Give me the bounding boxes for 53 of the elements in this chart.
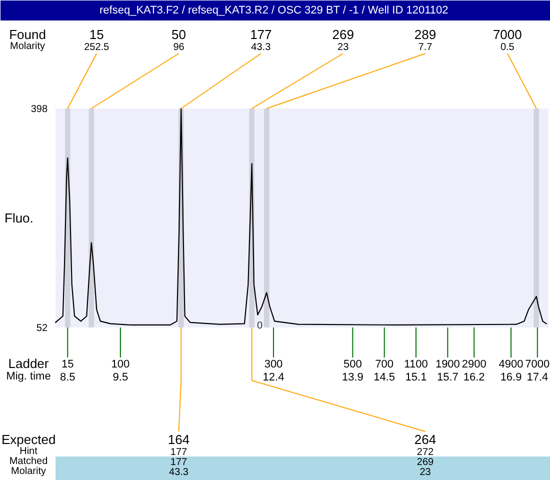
text: 269 — [416, 457, 434, 468]
y-tick-label: 398 — [30, 104, 48, 115]
annotation: 289 — [414, 27, 436, 42]
text: Expected — [2, 432, 56, 447]
annotation: 177 — [250, 27, 272, 42]
text: Found — [9, 27, 46, 42]
x-tick-label: 15.1 — [405, 372, 427, 384]
annotation: 50 — [172, 27, 186, 42]
annotation: 1100 — [404, 358, 428, 370]
x-tick-label: 17.4 — [526, 372, 548, 384]
x-tick-label: 13.9 — [342, 372, 364, 384]
x-tick-label: 8.5 — [60, 372, 76, 384]
annotation: 0.5 — [500, 42, 515, 53]
x-axis-title: Mig. time — [6, 370, 51, 382]
annotation: 164 — [168, 432, 190, 447]
text: Molarity — [11, 466, 46, 477]
text: 23 — [420, 467, 432, 478]
text: Molarity — [10, 41, 46, 52]
annotation: 252.5 — [84, 42, 110, 53]
annotation: 15 — [62, 358, 74, 370]
annotation: 2900 — [462, 358, 486, 370]
y-axis-title: Fluo. — [4, 210, 34, 226]
annotation: 0 — [256, 320, 263, 332]
x-tick-label: 16.2 — [463, 372, 485, 384]
annotation: 1900 — [435, 358, 460, 370]
chart-title: refseq_KAT3.F2 / refseq_KAT3.R2 / OSC 329 BT / -1 / Well ID 1201102 — [100, 4, 448, 16]
annotation: 23 — [338, 42, 350, 53]
annotation: 7000 — [525, 358, 550, 370]
x-tick-label: 14.5 — [374, 372, 396, 384]
annotation: 43.3 — [251, 42, 272, 53]
annotation: 7000 — [492, 27, 522, 42]
y-tick-label: 52 — [36, 323, 48, 334]
text: Matched — [9, 456, 48, 467]
text: 43.3 — [169, 467, 189, 478]
annotation: 264 — [414, 432, 436, 447]
annotation: 500 — [343, 358, 362, 370]
x-tick-label: 12.4 — [262, 372, 284, 384]
x-tick-label: 15.7 — [436, 372, 458, 384]
annotation: 4900 — [498, 358, 524, 370]
x-tick-label: 9.5 — [112, 372, 128, 384]
annotation: 269 — [332, 27, 354, 42]
annotation: 15 — [89, 27, 104, 42]
text: 177 — [170, 447, 188, 458]
annotation: 100 — [111, 358, 130, 370]
annotation: 7.7 — [418, 42, 433, 53]
text: Hint — [20, 446, 38, 457]
text: Ladder — [8, 356, 50, 371]
annotation: 96 — [173, 42, 185, 53]
x-tick-label: 16.9 — [500, 372, 522, 384]
annotation: 300 — [264, 358, 283, 370]
annotation: 700 — [375, 358, 394, 370]
text: 177 — [170, 457, 188, 468]
text: 272 — [416, 447, 434, 458]
